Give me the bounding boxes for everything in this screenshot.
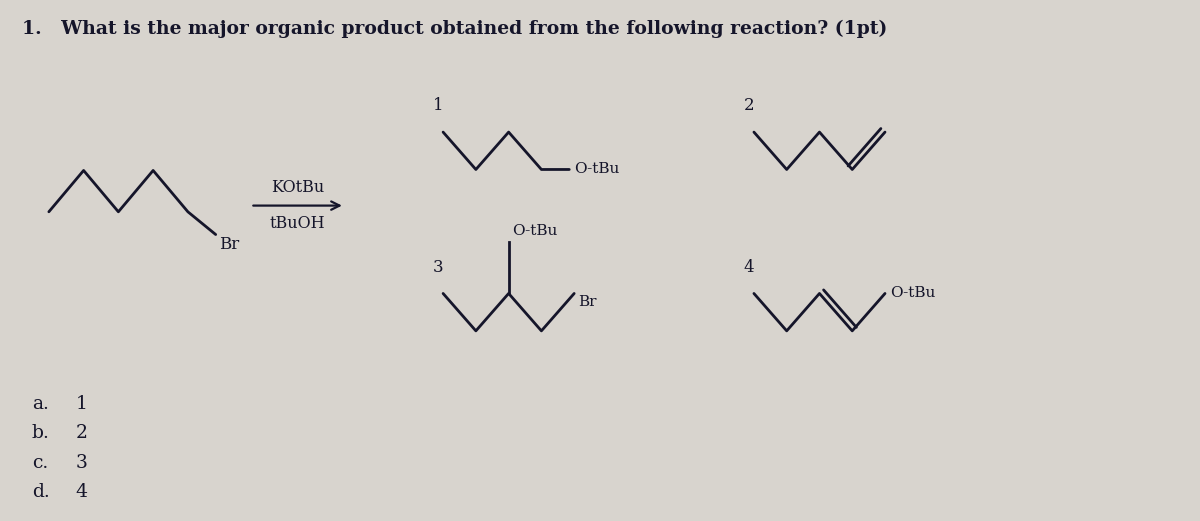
Text: O-tBu: O-tBu	[512, 225, 558, 239]
Text: 1: 1	[76, 395, 88, 413]
Text: 3: 3	[76, 454, 88, 472]
Text: KOtBu: KOtBu	[271, 179, 324, 196]
Text: O-tBu: O-tBu	[575, 163, 619, 177]
Text: 2: 2	[76, 424, 88, 442]
Text: 4: 4	[76, 483, 88, 501]
Text: tBuOH: tBuOH	[270, 215, 325, 232]
Text: 4: 4	[744, 259, 755, 276]
Text: 2: 2	[744, 97, 755, 115]
Text: d.: d.	[32, 483, 49, 501]
Text: a.: a.	[32, 395, 49, 413]
Text: b.: b.	[32, 424, 50, 442]
Text: Br: Br	[578, 295, 596, 309]
Text: O-tBu: O-tBu	[890, 287, 935, 301]
Text: 3: 3	[433, 259, 444, 276]
Text: 1.   What is the major organic product obtained from the following reaction? (1p: 1. What is the major organic product obt…	[22, 20, 887, 38]
Text: 1: 1	[433, 97, 444, 115]
Text: Br: Br	[218, 237, 239, 254]
Text: c.: c.	[32, 454, 48, 472]
